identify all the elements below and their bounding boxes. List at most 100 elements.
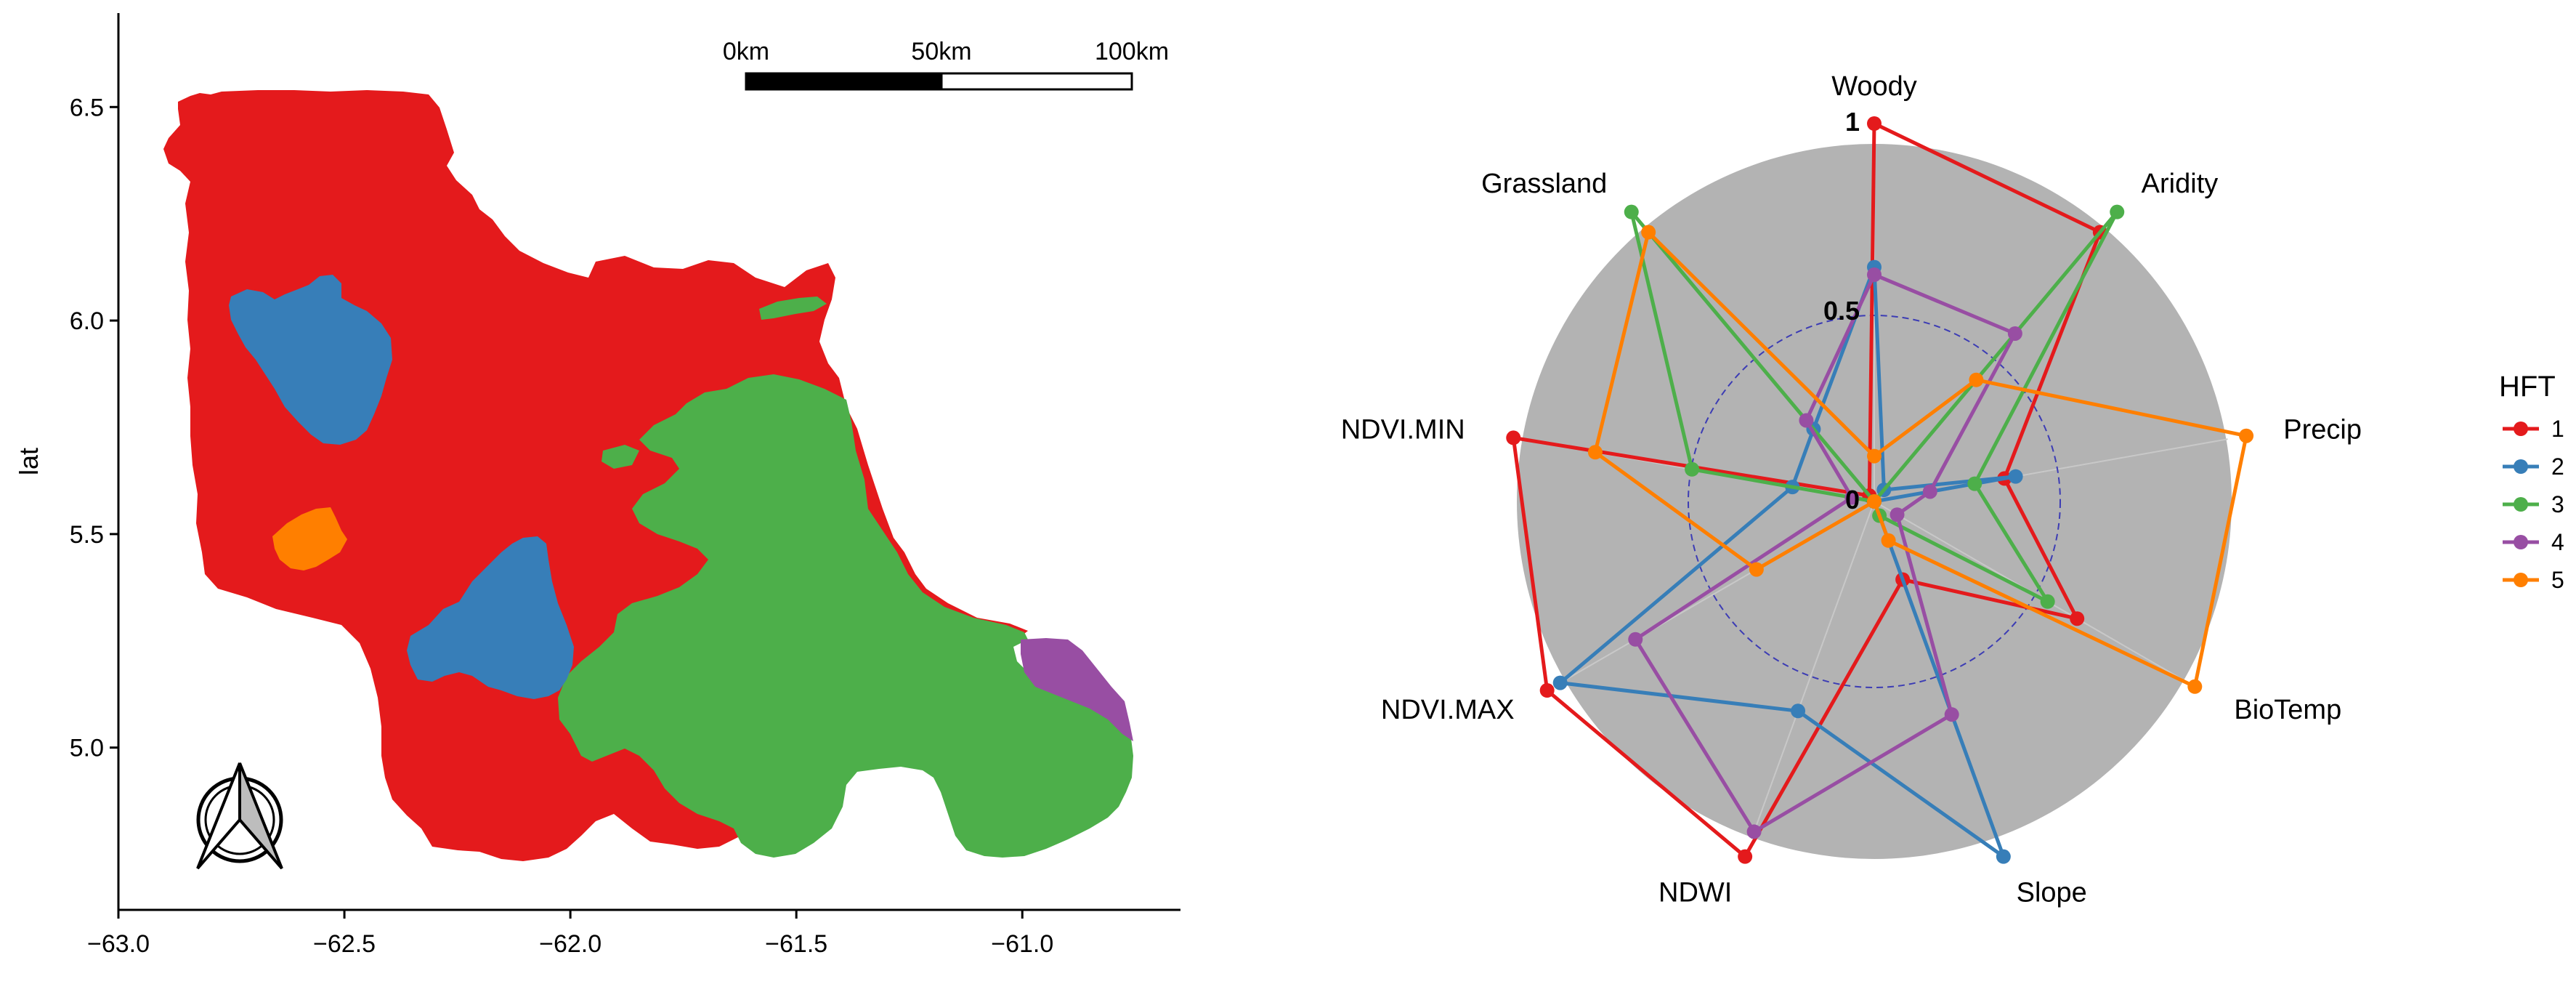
- radar-point: [1867, 494, 1882, 509]
- radar-point: [1624, 204, 1639, 219]
- map-x-tick-label: −61.5: [765, 930, 827, 958]
- radar-point: [1867, 116, 1882, 131]
- radar-axis-label: NDVI.MIN: [1341, 415, 1465, 445]
- radar-point: [1867, 448, 1882, 464]
- map-y-tick-label: 5.5: [70, 521, 104, 549]
- radar-point: [1969, 372, 1984, 387]
- map-panel: −63.0 −62.5 −62.0 −61.5 −61.0 6.5 6.0 5.5 5.0 l…: [14, 13, 1180, 958]
- legend-label: 4: [2551, 529, 2564, 555]
- map-y-tick-label: 5.0: [70, 735, 104, 762]
- radar-point: [1844, 490, 1860, 505]
- legend-item: 4: [2503, 529, 2564, 555]
- radar-point: [1944, 707, 1959, 722]
- radar-series-5: [1587, 225, 2254, 694]
- radar-point: [1587, 445, 1603, 460]
- radar-axis-labels: Woody Aridity Precip BioTemp Slope NDWI NDVI.M…: [1341, 71, 2362, 908]
- map-x-tick-label: −62.5: [313, 930, 376, 958]
- radar-axis-label: Precip: [2283, 415, 2362, 445]
- radar-point: [1922, 484, 1937, 499]
- radar-axis-label: Woody: [1831, 71, 1917, 102]
- map-x-tick-label: −62.0: [539, 930, 602, 958]
- radar-point: [1628, 632, 1643, 647]
- radar-point: [1881, 533, 1896, 548]
- radar-ring-label: 0: [1845, 485, 1860, 515]
- legend-label: 1: [2551, 416, 2564, 442]
- radar-axis-label: NDWI: [1658, 878, 1732, 908]
- radar-point: [1539, 683, 1555, 698]
- map-x-ticks: −63.0 −62.5 −62.0 −61.5 −61.0: [87, 910, 1053, 958]
- legend-item: 1: [2503, 416, 2564, 442]
- radar-point: [1746, 824, 1762, 839]
- scale-label-0: 0km: [723, 38, 769, 65]
- radar-axis-label: BioTemp: [2234, 695, 2341, 725]
- legend-title: HFT: [2499, 371, 2556, 403]
- legend: HFT 1 2 3 4 5: [2499, 371, 2564, 593]
- radar-point: [2040, 594, 2055, 609]
- map-y-tick-label: 6.0: [70, 307, 104, 335]
- radar-ring-labels: 00.51: [1823, 107, 1860, 515]
- legend-key-point: [2514, 535, 2528, 549]
- radar-point: [1749, 562, 1764, 577]
- legend-label: 3: [2551, 491, 2564, 517]
- north-arrow-icon: [196, 762, 283, 870]
- radar-series: [1506, 116, 2254, 864]
- region-hft-4: [1021, 638, 1133, 741]
- radar-point: [1685, 461, 1700, 477]
- radar-axis-label: Aridity: [2142, 169, 2219, 199]
- legend-item: 2: [2503, 453, 2564, 480]
- scale-label-100: 100km: [1095, 38, 1169, 65]
- radar-series-line: [1558, 265, 2018, 859]
- map-y-ticks: 6.5 6.0 5.5 5.0: [70, 94, 118, 762]
- radar-axis-label: Slope: [2017, 878, 2087, 908]
- radar-series-line: [1633, 273, 2017, 834]
- region-hft-5: [272, 507, 347, 570]
- map-regions: [163, 90, 1133, 861]
- radar-point: [2187, 679, 2203, 694]
- region-hft-3: [558, 374, 1133, 858]
- map-x-tick-label: −61.0: [991, 930, 1053, 958]
- scale-bar-black-segment: [745, 72, 943, 91]
- region-hft-2-south: [407, 536, 574, 699]
- radar-point: [1996, 849, 2011, 864]
- radar-point: [1738, 849, 1753, 864]
- legend-key-point: [2514, 459, 2528, 474]
- legend-label: 2: [2551, 453, 2564, 480]
- legend-key-point: [2514, 573, 2528, 587]
- radar-ring-label: 0.5: [1823, 296, 1860, 326]
- radar-point: [1506, 430, 1521, 445]
- map-y-axis-title: lat: [14, 448, 44, 475]
- region-hft-3-strip: [759, 297, 827, 320]
- radar-point: [2070, 611, 2085, 626]
- region-hft-2-north: [229, 275, 392, 445]
- radar-point: [1799, 413, 1814, 428]
- legend-item: 3: [2503, 491, 2564, 517]
- map-y-tick-label: 6.5: [70, 94, 104, 121]
- legend-key-point: [2514, 422, 2528, 436]
- radar-mid-ring: [1688, 315, 2061, 688]
- radar-axis-label: NDVI.MAX: [1381, 695, 1515, 725]
- scale-bar: 0km 50km 100km: [723, 38, 1169, 91]
- radar-point: [1967, 476, 1982, 491]
- legend-item: 5: [2503, 567, 2564, 593]
- radar-point: [1867, 267, 1882, 282]
- legend-label: 5: [2551, 567, 2564, 593]
- legend-items: 1 2 3 4 5: [2503, 416, 2564, 593]
- map-x-tick-label: −63.0: [87, 930, 150, 958]
- radar-point: [1552, 675, 1568, 690]
- radar-axis-label: Grassland: [1481, 169, 1607, 199]
- radar-spoke: [1751, 501, 1875, 839]
- radar-point: [2239, 428, 2254, 443]
- radar-series-4: [1628, 267, 2022, 839]
- radar-series-line: [1593, 230, 2248, 689]
- legend-key-point: [2514, 497, 2528, 512]
- region-hft-3-patch: [602, 445, 639, 469]
- radar-point: [2008, 469, 2023, 484]
- radar-panel: Woody Aridity Precip BioTemp Slope NDWI NDVI.M…: [1341, 71, 2362, 908]
- radar-ring-label: 1: [1845, 107, 1860, 137]
- radar-point: [2110, 204, 2125, 219]
- radar-point: [1890, 507, 1905, 523]
- radar-point: [1791, 703, 1806, 719]
- scale-bar-white-segment: [940, 72, 1133, 91]
- scale-label-50: 50km: [911, 38, 971, 65]
